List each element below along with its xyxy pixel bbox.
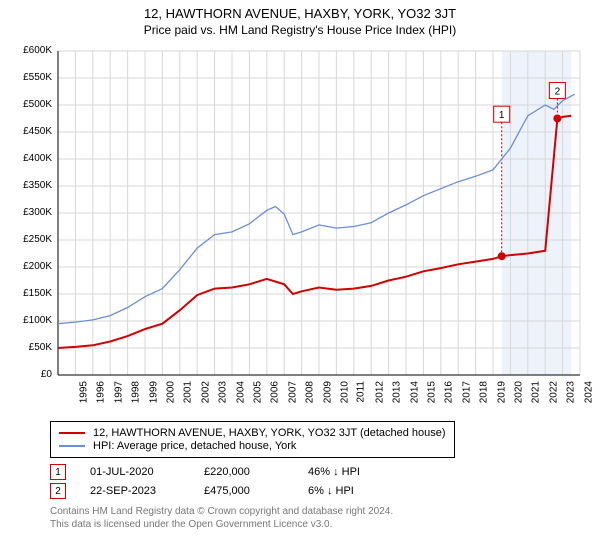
- y-tick-label: £400K: [10, 153, 52, 164]
- y-tick-label: £100K: [10, 315, 52, 326]
- annotation-badge: 1: [50, 464, 66, 480]
- x-tick-label: 2000: [165, 381, 176, 403]
- marker-badge-text: 1: [499, 110, 505, 121]
- x-tick-label: 2024: [583, 381, 594, 403]
- y-tick-label: £450K: [10, 126, 52, 137]
- legend-row: 12, HAWTHORN AVENUE, HAXBY, YORK, YO32 3…: [59, 427, 446, 439]
- annotation-price: £475,000: [204, 485, 284, 497]
- legend-row: HPI: Average price, detached house, York: [59, 440, 446, 452]
- y-tick-label: £300K: [10, 207, 52, 218]
- annotation-row: 2 22-SEP-2023 £475,000 6% ↓ HPI: [50, 483, 590, 499]
- x-tick-label: 2001: [183, 381, 194, 403]
- x-tick-label: 2006: [270, 381, 281, 403]
- x-tick-label: 2021: [531, 381, 542, 403]
- x-tick-label: 2003: [217, 381, 228, 403]
- x-tick-label: 1996: [96, 381, 107, 403]
- y-tick-label: £0: [10, 369, 52, 380]
- x-tick-label: 2019: [496, 381, 507, 403]
- x-tick-label: 2012: [374, 381, 385, 403]
- x-tick-label: 2005: [252, 381, 263, 403]
- annotation-pct: 6% ↓ HPI: [308, 485, 378, 497]
- x-tick-label: 2015: [426, 381, 437, 403]
- legend-swatch: [59, 432, 85, 434]
- x-tick-label: 2010: [339, 381, 350, 403]
- marker-dot: [498, 252, 506, 260]
- x-tick-label: 2016: [444, 381, 455, 403]
- y-tick-label: £150K: [10, 288, 52, 299]
- x-tick-label: 2014: [409, 381, 420, 403]
- page-title: 12, HAWTHORN AVENUE, HAXBY, YORK, YO32 3…: [10, 6, 590, 21]
- y-tick-label: £500K: [10, 99, 52, 110]
- y-tick-label: £50K: [10, 342, 52, 353]
- y-tick-label: £550K: [10, 72, 52, 83]
- legend-swatch: [59, 445, 85, 447]
- y-tick-label: £350K: [10, 180, 52, 191]
- x-tick-label: 2002: [200, 381, 211, 403]
- x-tick-label: 2008: [304, 381, 315, 403]
- page-subtitle: Price paid vs. HM Land Registry's House …: [10, 23, 590, 37]
- x-tick-label: 2017: [461, 381, 472, 403]
- x-tick-label: 2007: [287, 381, 298, 403]
- annotation-table: 1 01-JUL-2020 £220,000 46% ↓ HPI 2 22-SEP-202…: [50, 464, 590, 499]
- x-tick-label: 2013: [391, 381, 402, 403]
- legend: 12, HAWTHORN AVENUE, HAXBY, YORK, YO32 3…: [50, 421, 455, 458]
- x-tick-label: 2018: [478, 381, 489, 403]
- annotation-pct: 46% ↓ HPI: [308, 466, 378, 478]
- marker-badge-text: 2: [555, 87, 561, 98]
- marker-dot: [553, 115, 561, 123]
- x-tick-label: 1999: [148, 381, 159, 403]
- x-tick-label: 2020: [513, 381, 524, 403]
- annotation-row: 1 01-JUL-2020 £220,000 46% ↓ HPI: [50, 464, 590, 480]
- series-hpi: [58, 94, 575, 324]
- x-tick-label: 2022: [548, 381, 559, 403]
- footer-attribution: Contains HM Land Registry data © Crown c…: [50, 505, 590, 531]
- series-price_paid: [58, 116, 571, 348]
- annotation-price: £220,000: [204, 466, 284, 478]
- x-tick-label: 2011: [356, 381, 367, 403]
- annotation-date: 22-SEP-2023: [90, 485, 180, 497]
- annotation-date: 01-JUL-2020: [90, 466, 180, 478]
- x-tick-label: 1998: [130, 381, 141, 403]
- x-tick-label: 2023: [565, 381, 576, 403]
- y-tick-label: £600K: [10, 45, 52, 56]
- price-chart: 12 £0£50K£100K£150K£200K£250K£300K£350K£…: [10, 45, 590, 415]
- y-tick-label: £200K: [10, 261, 52, 272]
- chart-svg: 12: [10, 45, 590, 415]
- legend-label: HPI: Average price, detached house, York: [93, 440, 296, 452]
- x-tick-label: 2004: [235, 381, 246, 403]
- footer-line-2: This data is licensed under the Open Gov…: [50, 518, 590, 531]
- x-tick-label: 2009: [322, 381, 333, 403]
- x-tick-label: 1997: [113, 381, 124, 403]
- x-tick-label: 1995: [78, 381, 89, 403]
- footer-line-1: Contains HM Land Registry data © Crown c…: [50, 505, 590, 518]
- annotation-badge: 2: [50, 483, 66, 499]
- legend-label: 12, HAWTHORN AVENUE, HAXBY, YORK, YO32 3…: [93, 427, 446, 439]
- y-tick-label: £250K: [10, 234, 52, 245]
